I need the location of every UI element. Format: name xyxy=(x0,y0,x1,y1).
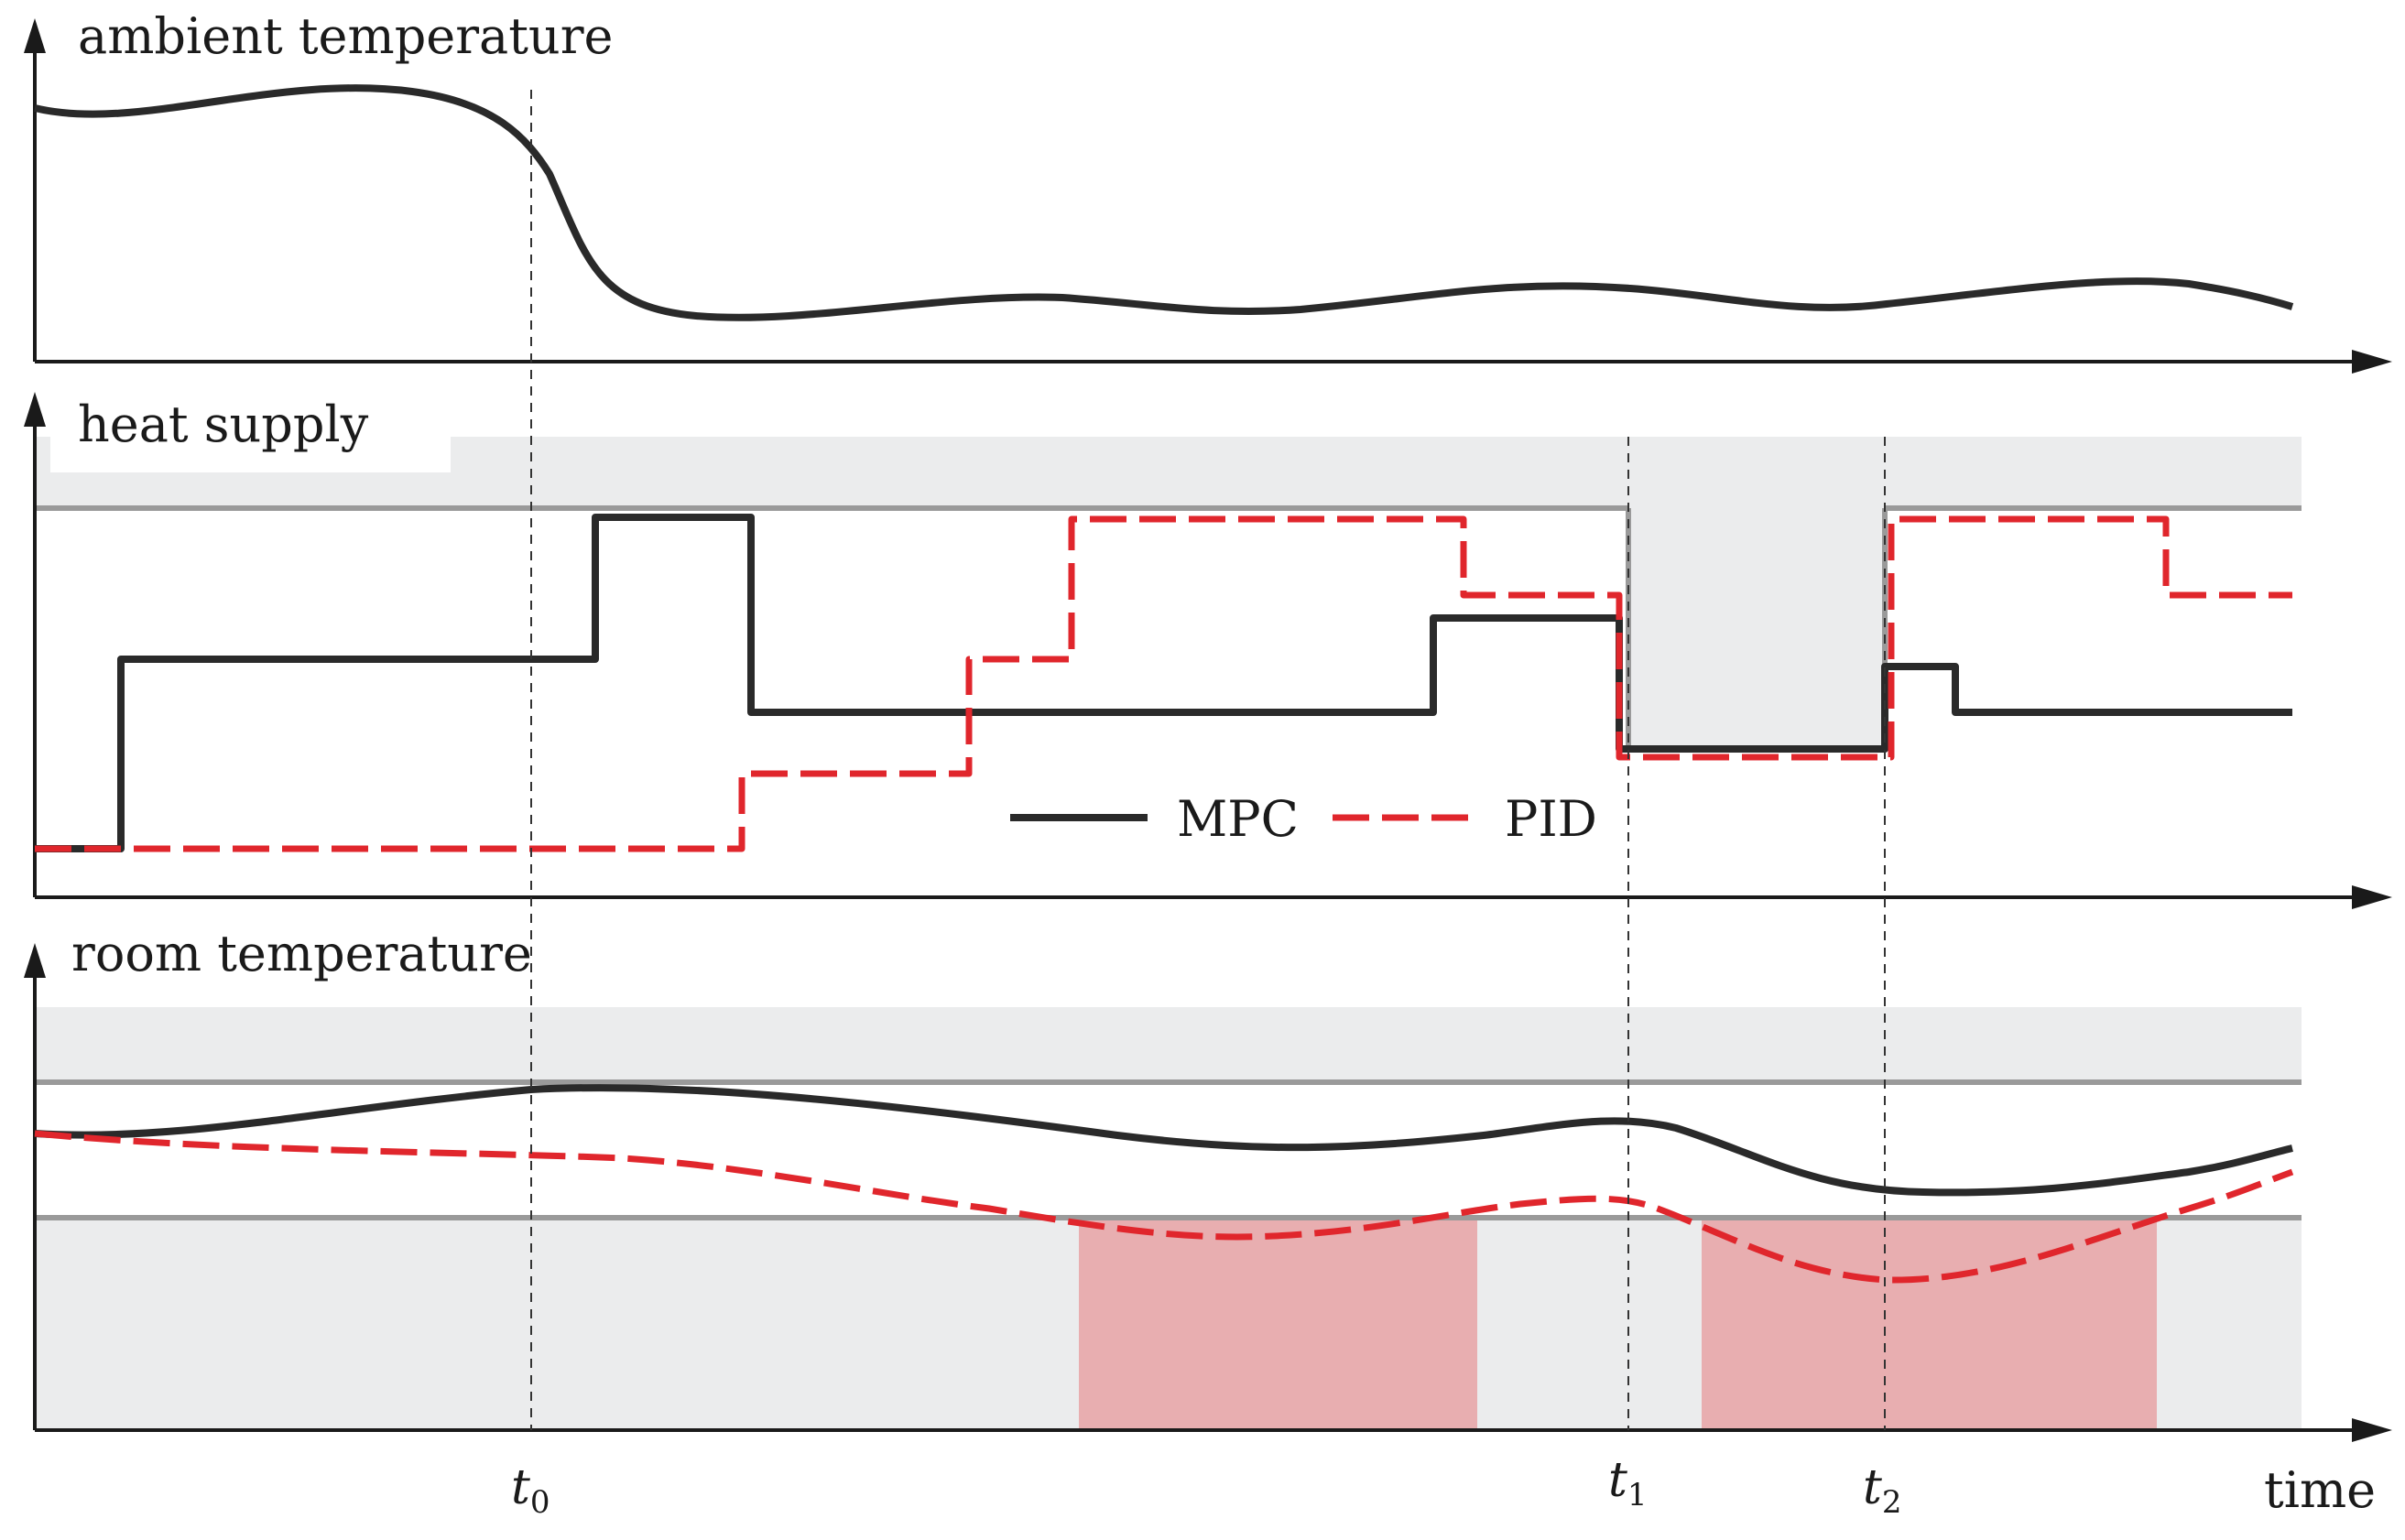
heat-title-mask xyxy=(50,410,451,472)
legend-pid-label: PID xyxy=(1505,790,1597,848)
room-y-arrow xyxy=(24,943,46,978)
room-panel: room temperature xyxy=(24,925,2392,1442)
time-markers: t0 t1 t2 time xyxy=(511,90,2376,1521)
t2-label: t2 xyxy=(1863,1460,1902,1521)
heat-supply-pid xyxy=(35,515,2292,852)
heat-x-arrow xyxy=(2352,885,2392,909)
x-axis-label: time xyxy=(2264,1461,2376,1519)
legend-mpc-label: MPC xyxy=(1177,790,1299,848)
heat-title: heat supply xyxy=(78,396,369,453)
heat-y-arrow xyxy=(24,392,46,427)
t0-label: t0 xyxy=(511,1460,550,1521)
heat-outage-band xyxy=(1628,437,1885,751)
room-upper-band xyxy=(35,1007,2302,1082)
room-violation-2 xyxy=(1702,1218,2157,1428)
ambient-x-arrow xyxy=(2352,350,2392,374)
room-x-arrow xyxy=(2352,1418,2392,1442)
t1-label: t1 xyxy=(1608,1453,1648,1513)
room-violation-1 xyxy=(1079,1218,1477,1428)
ambient-y-arrow xyxy=(24,18,46,53)
heat-panel: heat supply MPC PID xyxy=(24,392,2392,909)
ambient-temperature-curve xyxy=(34,84,2294,321)
room-title: room temperature xyxy=(71,925,532,982)
heat-supply-mpc xyxy=(35,514,2292,852)
room-temperature-mpc xyxy=(34,1084,2293,1197)
ambient-title: ambient temperature xyxy=(78,7,613,65)
ambient-panel: ambient temperature xyxy=(24,7,2392,374)
room-temperature-pid xyxy=(34,1130,2294,1284)
